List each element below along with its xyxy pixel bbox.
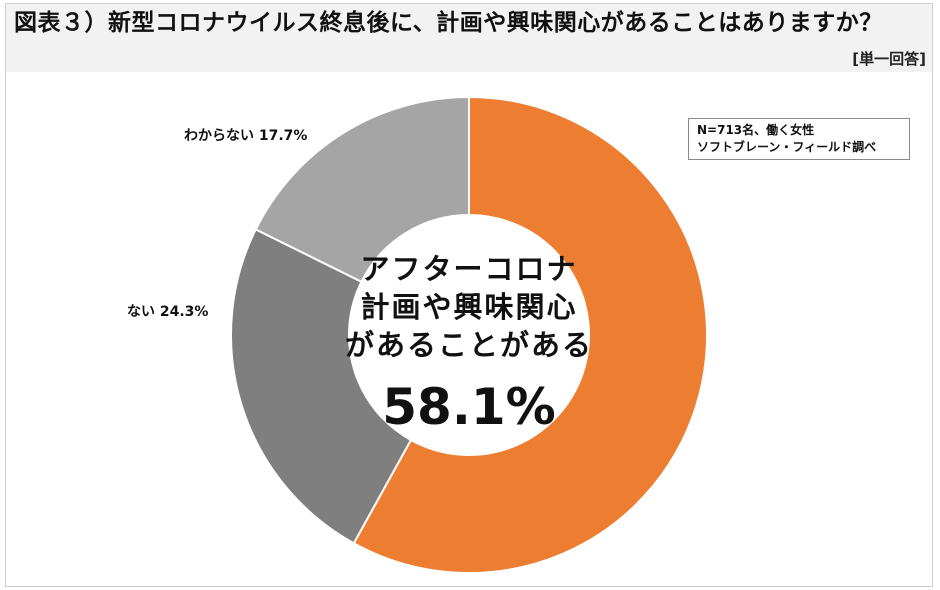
label-no: ない 24.3% (127, 304, 209, 320)
source-line-2: ソフトブレーン・フィールド調べ (697, 140, 877, 154)
center-line-3: があることがある (344, 328, 593, 362)
chart-title: 図表３）新型コロナウイルス終息後に、計画や興味関心があることはありますか？ (14, 10, 883, 36)
label-unknown: わからない 17.7% (184, 128, 308, 144)
answer-type-label: [単一回答] (852, 50, 926, 68)
slice-1 (230, 228, 413, 545)
center-annotation: アフターコロナ 計画や興味関心 があることがある 58.1% (344, 250, 594, 440)
center-value: 58.1% (382, 378, 556, 436)
center-line-1: アフターコロナ (360, 252, 578, 286)
donut-slices (230, 95, 708, 574)
center-line-2: 計画や興味関心 (360, 290, 578, 324)
source-note: N=713名、働く女性 ソフトブレーン・フィールド調べ (688, 118, 910, 160)
header-band: 図表３）新型コロナウイルス終息後に、計画や興味関心があることはありますか？ [単… (6, 4, 932, 72)
source-line-1: N=713名、働く女性 (697, 123, 815, 137)
slice-2 (254, 95, 470, 284)
slice-0 (352, 95, 708, 574)
